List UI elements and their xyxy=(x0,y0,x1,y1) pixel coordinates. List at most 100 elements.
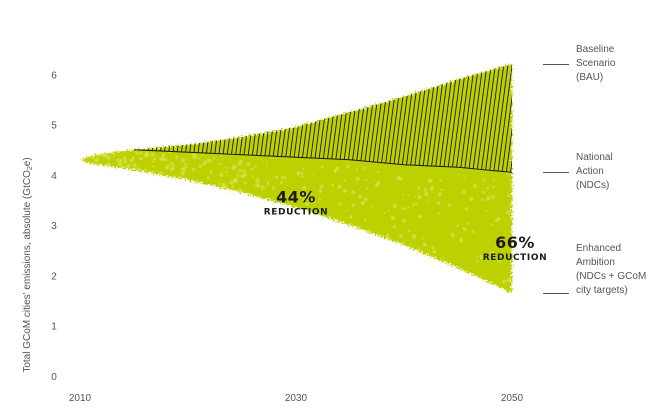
area-speckle xyxy=(132,163,137,168)
area-speckle xyxy=(158,158,161,160)
area-speckle xyxy=(183,164,186,166)
area-speckle xyxy=(357,194,362,199)
area-speckle xyxy=(112,155,115,158)
area-speckle xyxy=(436,201,441,206)
area-speckle xyxy=(233,178,239,183)
area-speckle xyxy=(220,183,224,186)
area-speckle xyxy=(327,215,330,218)
area-speckle xyxy=(246,162,251,167)
area-speckle xyxy=(411,234,417,239)
legend-leader-line xyxy=(543,293,569,295)
area-speckle xyxy=(422,237,425,240)
area-speckle xyxy=(398,234,403,239)
area-speckle xyxy=(491,256,497,261)
y-axis-ticks: 0 1 2 3 4 5 6 xyxy=(51,70,57,383)
area-speckle xyxy=(385,233,390,238)
hatch-stroke xyxy=(497,64,512,173)
area-speckle xyxy=(300,174,304,178)
area-speckle xyxy=(132,155,135,158)
area-speckle xyxy=(206,176,210,180)
area-speckle xyxy=(170,167,173,171)
area-speckle xyxy=(402,241,405,244)
ndc-line xyxy=(133,149,513,173)
area-speckle xyxy=(206,158,211,163)
legend-leader-line xyxy=(543,64,569,66)
hatch-stroke xyxy=(463,64,481,173)
area-speckle xyxy=(129,158,134,163)
area-speckle xyxy=(296,171,301,176)
hatch-stroke xyxy=(57,54,73,175)
area-speckle xyxy=(486,196,491,201)
area-speckle xyxy=(418,247,421,250)
area-speckle xyxy=(145,151,147,154)
area-speckle xyxy=(471,229,475,234)
area-speckle xyxy=(212,157,216,160)
area-speckle xyxy=(482,178,486,182)
area-speckle xyxy=(375,183,379,187)
area-speckle xyxy=(481,254,484,256)
area-speckle xyxy=(123,160,128,164)
area-speckle xyxy=(343,179,347,182)
hatch-stroke xyxy=(73,54,89,175)
area-speckle xyxy=(250,167,254,171)
area-speckle xyxy=(456,224,460,227)
area-speckle xyxy=(242,173,247,177)
area-speckle xyxy=(351,203,355,208)
reduction-label: REDUCTION xyxy=(483,253,548,263)
hatch-stroke xyxy=(480,64,498,173)
area-speckle xyxy=(346,164,350,169)
area-speckle xyxy=(175,155,179,159)
area-speckle xyxy=(458,173,460,176)
area-speckle xyxy=(342,188,348,194)
area-speckle xyxy=(313,208,316,211)
y-tick-label: 3 xyxy=(51,221,57,232)
area-speckle xyxy=(152,160,155,164)
area-speckle xyxy=(191,167,196,172)
area-speckle xyxy=(437,192,442,197)
area-speckle xyxy=(312,173,315,176)
area-speckle xyxy=(506,277,511,283)
area-speckle xyxy=(366,229,372,234)
area-speckle xyxy=(319,184,324,189)
area-speckle xyxy=(139,151,143,155)
area-speckle xyxy=(220,158,223,161)
legend-entry-line: (NDCs + GCoM xyxy=(576,271,647,283)
area-speckle xyxy=(475,254,478,258)
hatch-stroke xyxy=(484,64,502,173)
area-speckle xyxy=(416,186,421,190)
hatch-stroke xyxy=(527,54,543,175)
hatch-stroke xyxy=(509,64,512,173)
enhanced-ambition-area xyxy=(80,64,512,294)
hatch-stroke xyxy=(514,54,530,175)
area-speckle xyxy=(209,170,213,174)
y-tick-label: 4 xyxy=(51,171,57,182)
area-speckle xyxy=(464,207,469,212)
area-speckle xyxy=(261,160,264,163)
area-speckle xyxy=(426,199,429,202)
legend-entry-line: Ambition xyxy=(576,257,615,269)
legend-entry-line: (NDCs) xyxy=(576,180,610,192)
area-speckle xyxy=(237,160,243,166)
area-speckle xyxy=(466,222,470,226)
area-speckle xyxy=(487,240,490,243)
area-speckle xyxy=(139,157,143,161)
area-speckle xyxy=(90,155,96,160)
hatch-stroke xyxy=(61,54,77,175)
area-speckle xyxy=(171,174,176,179)
area-speckle xyxy=(254,182,260,188)
area-speckle xyxy=(371,205,374,208)
area-speckle xyxy=(401,193,405,196)
hatch-stroke xyxy=(467,64,485,173)
area-speckle xyxy=(226,166,229,169)
area-speckle xyxy=(337,184,343,189)
area-speckle xyxy=(143,168,147,171)
area-speckle xyxy=(486,186,490,190)
area-speckle xyxy=(274,175,279,180)
area-speckle xyxy=(408,229,411,233)
area-speckle xyxy=(365,187,369,190)
area-speckle xyxy=(265,161,268,165)
area-speckle xyxy=(266,180,269,184)
area-speckle xyxy=(260,196,262,199)
area-speckle xyxy=(224,166,227,169)
